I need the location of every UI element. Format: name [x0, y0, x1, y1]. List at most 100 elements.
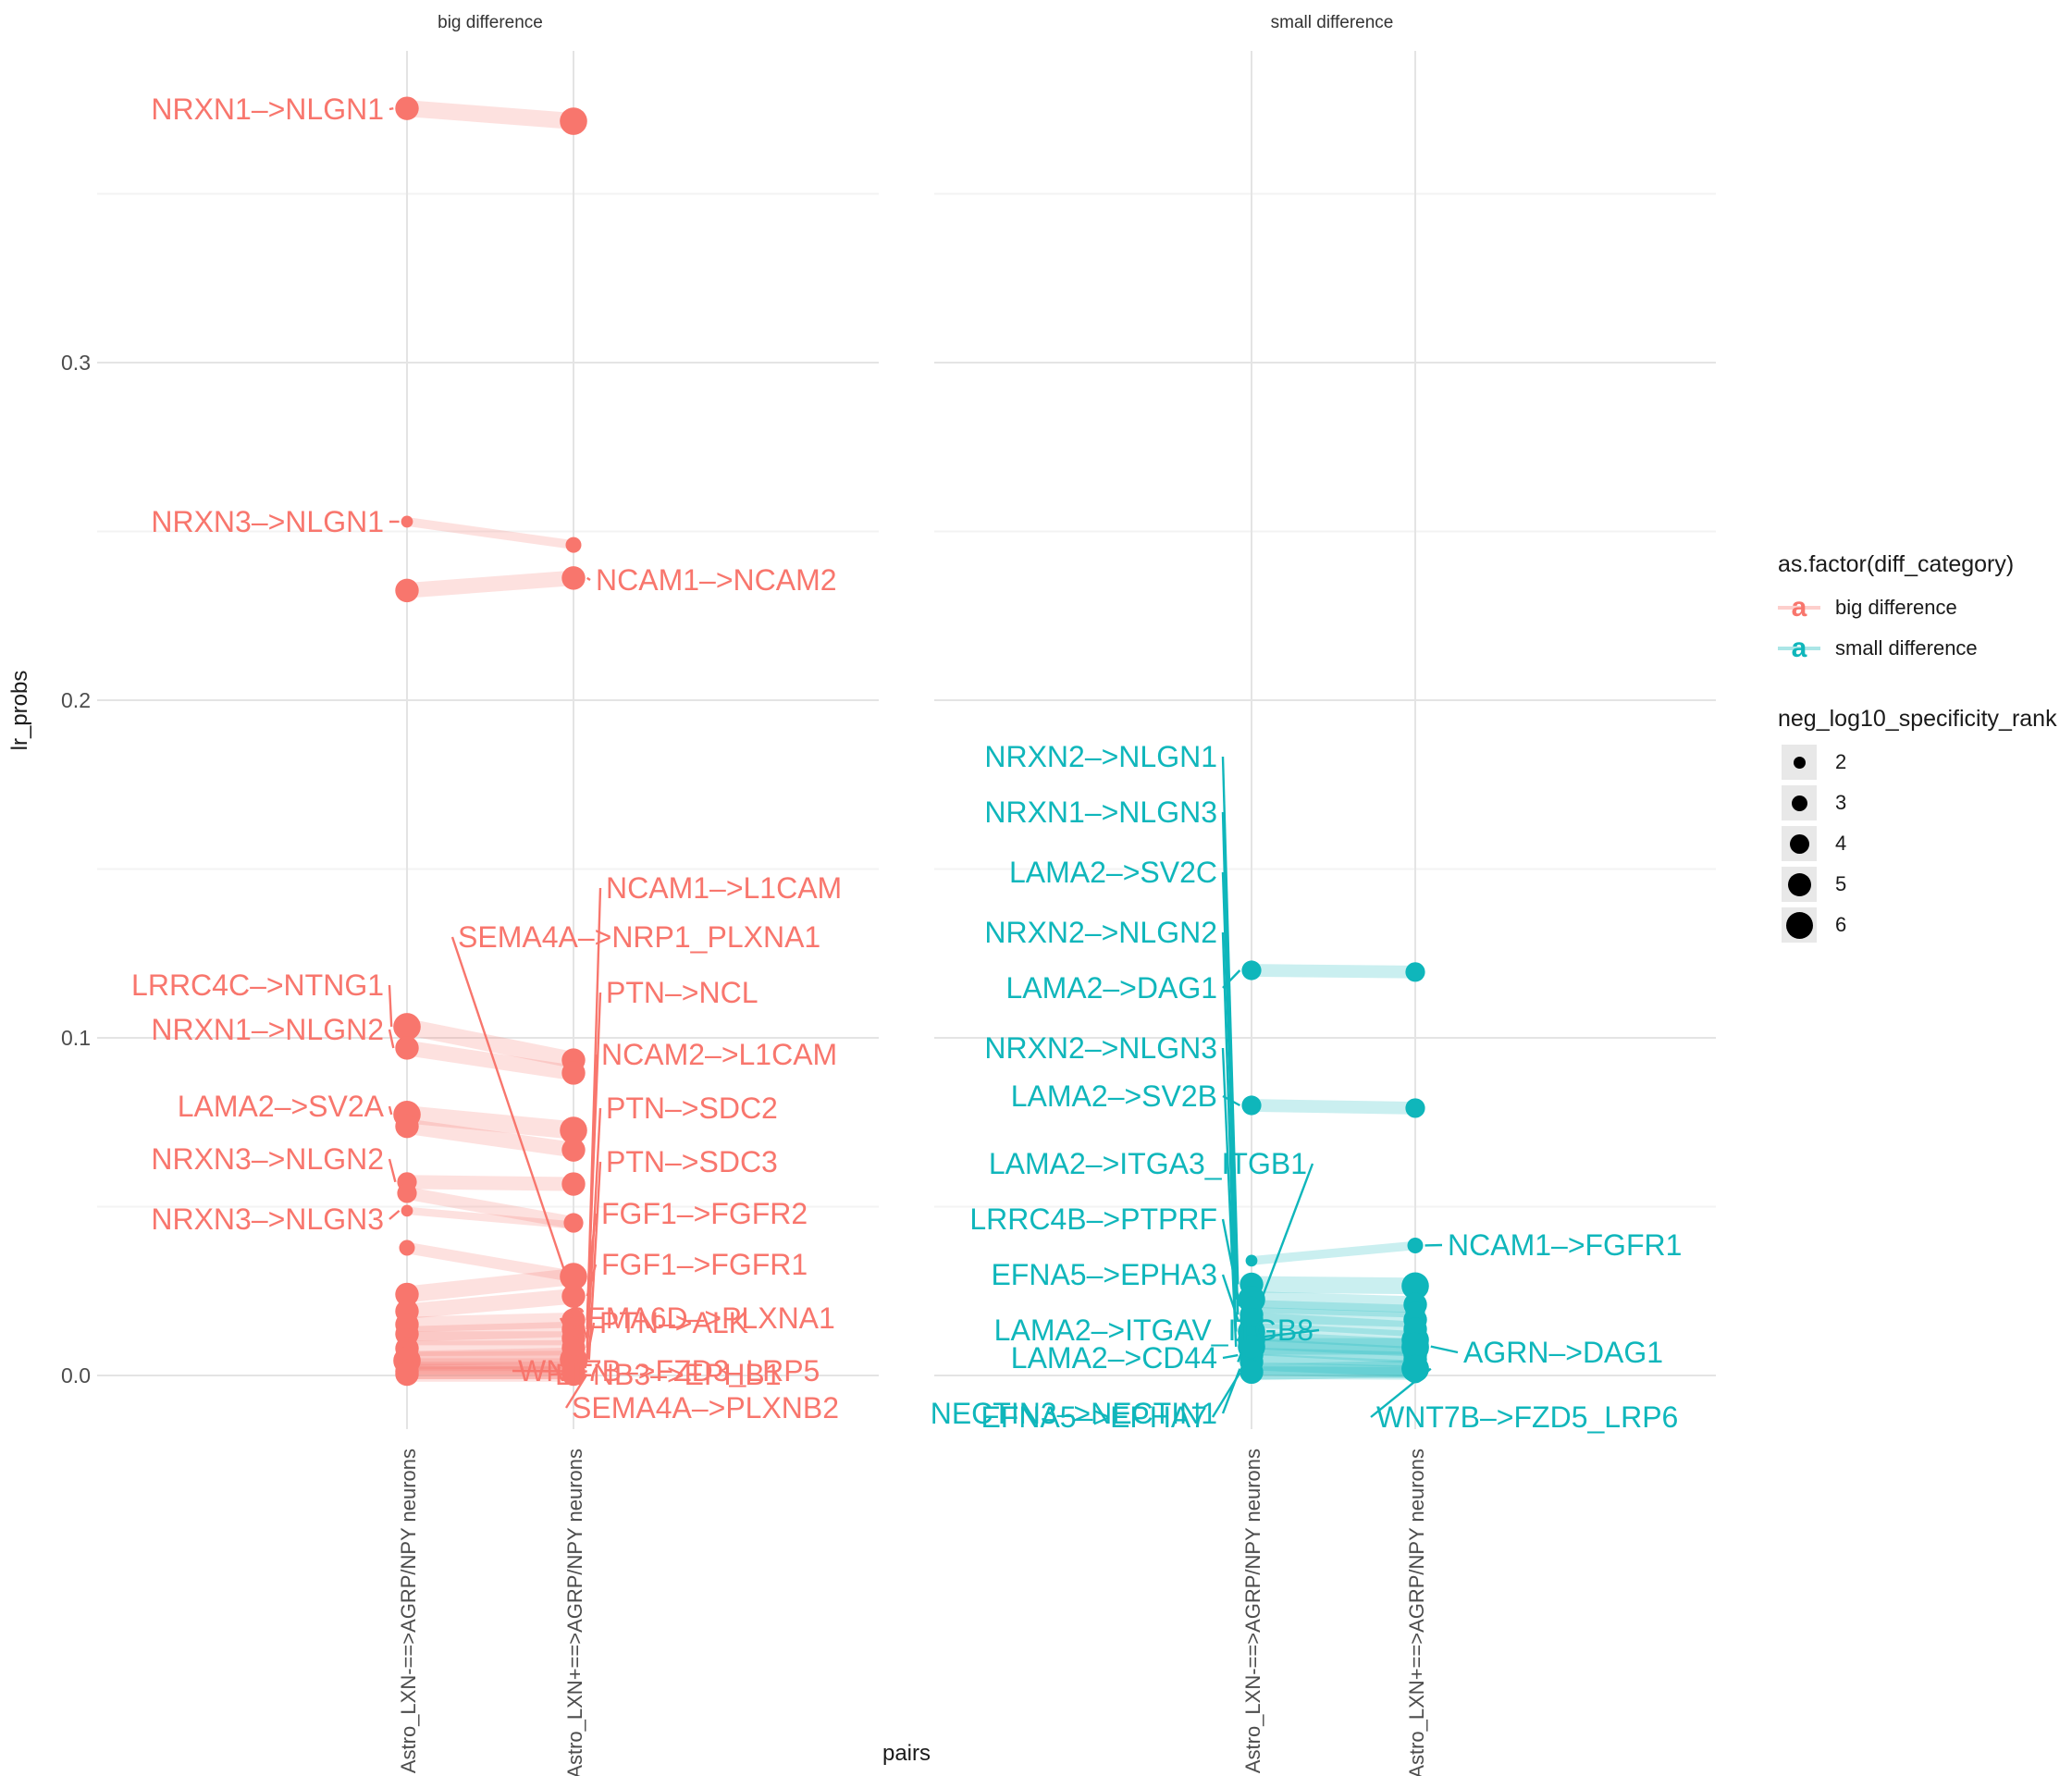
label-leader-line	[1211, 1372, 1241, 1418]
data-point	[1245, 1254, 1258, 1267]
legend-key-a-glyph: a	[1791, 592, 1807, 623]
pair-label: PTN–>ALK	[599, 1306, 748, 1339]
pair-band	[406, 1105, 574, 1140]
pair-band	[1251, 1331, 1416, 1357]
x-tick-label: Astro_LXN-==>AGRP/NPY neurons	[397, 1449, 420, 1773]
legend-size-label: 4	[1835, 832, 1847, 855]
legend-item-small-difference: a small difference	[1778, 630, 2065, 667]
size-dot-icon	[1785, 911, 1813, 939]
data-point	[561, 1138, 586, 1162]
pair-label: NRXN2–>NLGN1	[984, 740, 1217, 773]
label-leader-line	[1222, 969, 1241, 989]
legend-size-key	[1782, 907, 1817, 943]
label-leader-line	[388, 984, 393, 1028]
pair-label: AGRN–>DAG1	[1463, 1336, 1663, 1369]
pair-label: EFNB3–>EPHB1	[555, 1358, 782, 1391]
label-leader-line	[586, 576, 591, 582]
x-tick-label: Astro_LXN+==>AGRP/NPY neurons	[563, 1449, 586, 1776]
pair-band	[406, 1268, 574, 1303]
size-dot-icon	[1787, 872, 1811, 896]
label-leader-line	[1221, 1274, 1240, 1321]
pair-label: NCAM1–>NCAM2	[596, 563, 837, 597]
pair-label: LAMA2–>DAG1	[1005, 971, 1217, 1005]
data-point	[395, 578, 419, 603]
y-tick-label: 0.1	[61, 1026, 91, 1050]
data-point	[1401, 1332, 1429, 1361]
pair-band	[405, 1241, 575, 1283]
pair-band	[1251, 1307, 1416, 1328]
data-point	[401, 515, 413, 528]
pair-band	[406, 1347, 574, 1367]
x-tick-label: Astro_LXN+==>AGRP/NPY neurons	[1405, 1449, 1428, 1776]
label-leader-line	[587, 1161, 602, 1360]
data-point	[395, 1114, 419, 1139]
pair-band	[1251, 1366, 1416, 1380]
y-axis-title: lr_probs	[7, 670, 32, 751]
pair-band	[1251, 1240, 1416, 1265]
data-point	[1401, 1272, 1429, 1301]
legend-key-line-icon	[1778, 647, 1820, 650]
label-leader-line	[1430, 1345, 1459, 1354]
pair-band	[406, 1206, 574, 1229]
pair-label: NRXN3–>NLGN3	[151, 1202, 384, 1236]
data-point	[560, 1263, 587, 1290]
pair-band	[406, 570, 574, 598]
legend-item-label: big difference	[1835, 596, 1957, 619]
data-point	[561, 1284, 586, 1308]
legend-panel: as.factor(diff_category) a big differenc…	[1778, 551, 2065, 944]
legend-size-title: neg_log10_specificity_rank	[1778, 706, 2057, 732]
data-point	[561, 1362, 586, 1387]
data-point	[561, 1172, 586, 1196]
pair-label: PTN–>SDC2	[606, 1092, 778, 1125]
pair-label: WNT7B–>FZD5_LRP6	[1376, 1400, 1678, 1434]
pair-label: LAMA2–>CD44	[1011, 1341, 1217, 1375]
legend-size-label: 6	[1835, 913, 1847, 936]
pair-band	[1251, 1362, 1416, 1379]
pair-label: NRXN1–>NLGN2	[151, 1013, 384, 1046]
pair-band	[405, 1040, 575, 1081]
legend-item-big-difference: a big difference	[1778, 589, 2065, 626]
data-point	[561, 566, 586, 590]
pair-label: PTN–>SDC3	[606, 1145, 778, 1178]
legend-size-item-5: 5	[1778, 866, 2065, 903]
pair-band	[406, 1339, 574, 1357]
size-dot-icon	[1789, 833, 1809, 854]
data-point	[399, 1240, 415, 1256]
data-point	[395, 96, 419, 120]
pair-band	[406, 100, 574, 130]
label-leader-line	[1222, 1094, 1240, 1107]
pair-label: FGF1–>FGFR2	[601, 1197, 808, 1230]
pair-band	[1251, 1322, 1416, 1350]
y-tick-label: 0.0	[61, 1363, 91, 1388]
label-leader-line	[388, 106, 394, 111]
x-tick-label: Astro_LXN-==>AGRP/NPY neurons	[1241, 1449, 1264, 1773]
label-leader-line	[1221, 756, 1240, 1285]
pair-label: NCAM1–>FGFR1	[1448, 1228, 1682, 1262]
pair-band	[1251, 964, 1416, 979]
legend-size-item-2: 2	[1778, 744, 2065, 781]
pair-band	[1251, 1312, 1416, 1338]
y-tick-label: 0.2	[61, 688, 91, 712]
data-point	[1240, 1308, 1264, 1332]
facet-title-big-difference: big difference	[438, 13, 543, 32]
data-point	[1405, 1301, 1425, 1322]
legend-item-label: small difference	[1835, 636, 1978, 660]
pair-label: LAMA2–>SV2B	[1011, 1079, 1217, 1113]
legend-key-small-difference: a	[1778, 631, 1820, 666]
data-point	[1241, 1095, 1262, 1116]
legend-size-key	[1782, 785, 1817, 820]
data-point	[1405, 1098, 1425, 1118]
pair-label: NRXN3–>NLGN2	[151, 1142, 384, 1176]
data-point	[567, 1219, 580, 1231]
pair-label: LAMA2–>ITGA3_ITGB1	[989, 1147, 1307, 1180]
data-point	[560, 1116, 587, 1144]
pair-label: PTN–>NCL	[606, 976, 758, 1009]
data-point	[1241, 960, 1262, 980]
pair-band	[406, 1321, 574, 1342]
data-point	[395, 1036, 419, 1060]
pair-label: NCAM1–>L1CAM	[606, 871, 842, 905]
pair-label: NRXN2–>NLGN2	[984, 916, 1217, 949]
pair-label: SEMA4A–>PLXNB2	[572, 1391, 839, 1424]
